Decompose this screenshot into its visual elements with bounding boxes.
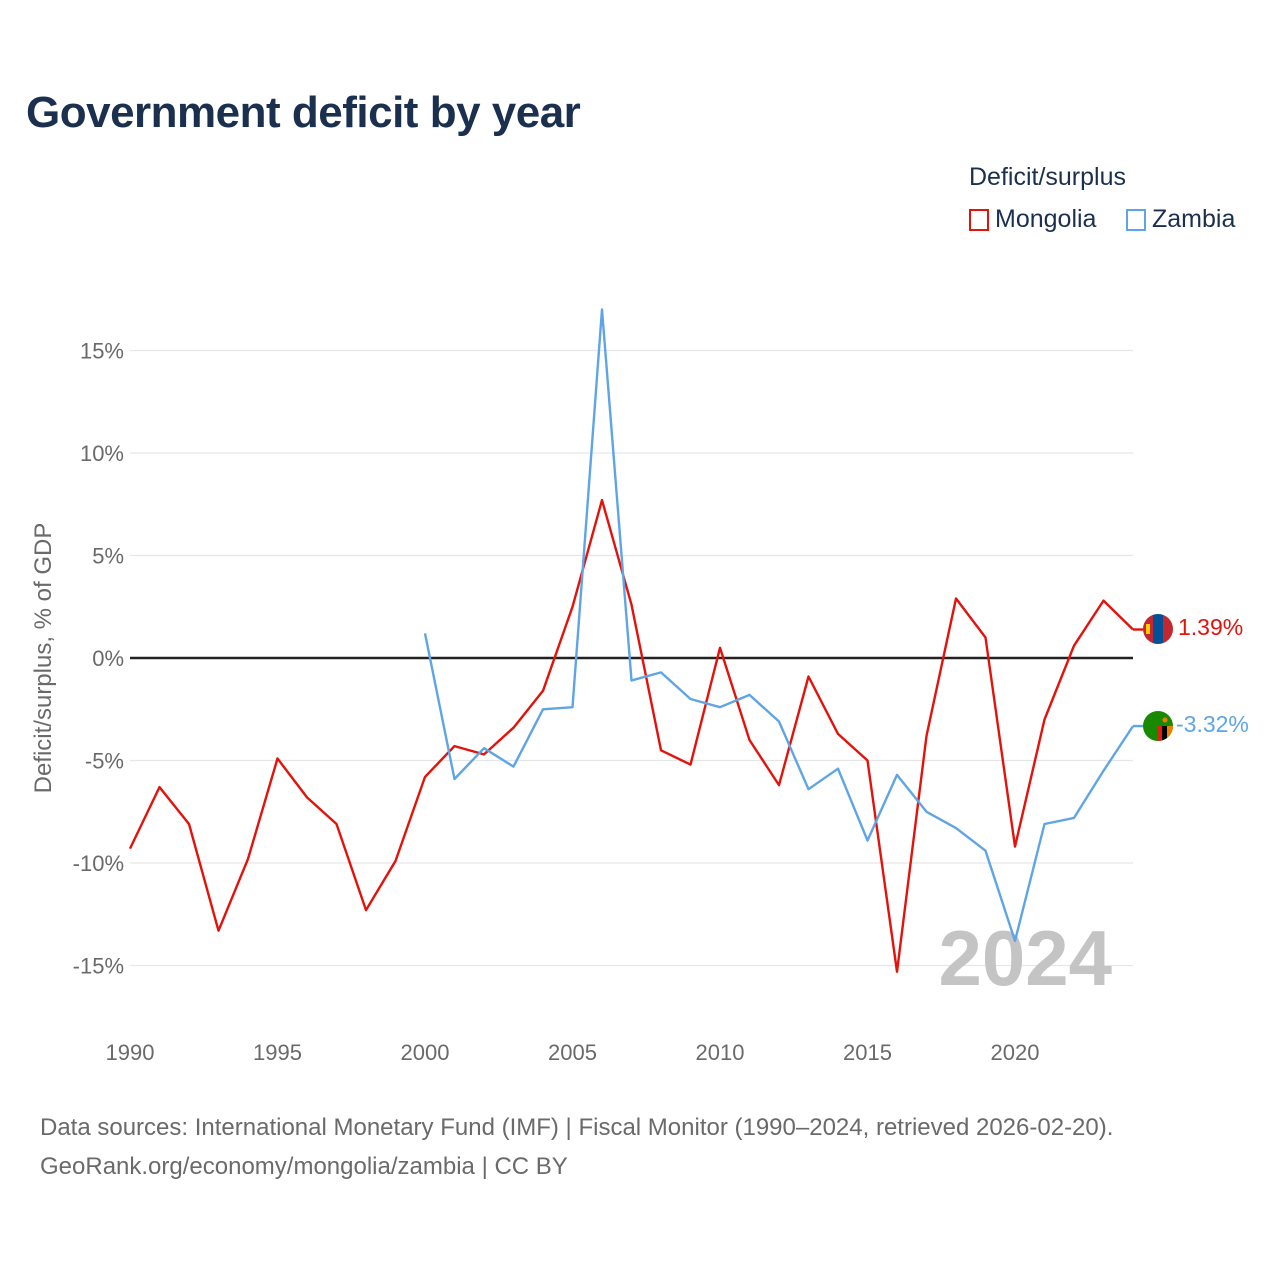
x-tick-label: 2005 — [548, 1040, 597, 1065]
data-point-mongolia[interactable] — [335, 822, 339, 826]
data-point-mongolia[interactable] — [630, 603, 634, 607]
data-point-mongolia[interactable] — [276, 756, 280, 760]
series-lines — [128, 308, 1143, 974]
x-tick-label: 2010 — [696, 1040, 745, 1065]
x-tick-label: 2020 — [991, 1040, 1040, 1065]
series-line-mongolia[interactable] — [128, 498, 1134, 973]
data-point-mongolia[interactable] — [187, 822, 191, 826]
data-point-mongolia[interactable] — [954, 597, 958, 601]
y-tick-label: 15% — [80, 339, 124, 364]
data-point-mongolia[interactable] — [895, 970, 899, 974]
data-point-mongolia[interactable] — [512, 726, 516, 730]
data-point-mongolia[interactable] — [246, 857, 250, 861]
data-point-zambia[interactable] — [659, 670, 663, 674]
source-note: Data sources: International Monetary Fun… — [40, 1108, 1113, 1186]
y-tick-label: -5% — [85, 749, 124, 774]
legend-label-zambia: Zambia — [1152, 205, 1236, 233]
x-tick-label: 2000 — [401, 1040, 450, 1065]
data-point-zambia[interactable] — [718, 705, 722, 709]
data-point-zambia[interactable] — [689, 697, 693, 701]
data-point-zambia[interactable] — [1102, 769, 1106, 773]
y-tick-label: 10% — [80, 441, 124, 466]
end-label-mongolia: 1.39% — [1178, 614, 1243, 640]
x-tick-label: 2015 — [843, 1040, 892, 1065]
legend-item-mongolia[interactable]: Mongolia — [969, 205, 1096, 234]
data-point-mongolia[interactable] — [1102, 599, 1106, 603]
data-point-mongolia[interactable] — [866, 759, 870, 763]
x-tick-label: 1995 — [253, 1040, 302, 1065]
data-point-mongolia[interactable] — [748, 738, 752, 742]
y-axis-label: Deficit/surplus, % of GDP — [30, 523, 57, 794]
data-point-zambia[interactable] — [1013, 939, 1017, 943]
data-point-mongolia[interactable] — [600, 498, 604, 502]
y-tick-labels: 15% 10% 5% 0% -5% -10% -15% — [73, 339, 124, 979]
source-line-1[interactable]: Data sources: International Monetary Fun… — [40, 1114, 1114, 1141]
data-point-zambia[interactable] — [748, 693, 752, 697]
source-line-2[interactable]: GeoRank.org/economy/mongolia/zambia | CC… — [40, 1153, 568, 1180]
data-point-mongolia[interactable] — [836, 732, 840, 736]
legend-title: Deficit/surplus — [969, 163, 1126, 191]
data-point-mongolia[interactable] — [807, 674, 811, 678]
data-point-zambia[interactable] — [630, 679, 634, 683]
data-point-zambia[interactable] — [571, 705, 575, 709]
data-point-zambia[interactable] — [453, 777, 457, 781]
data-point-mongolia[interactable] — [541, 689, 545, 693]
data-point-zambia[interactable] — [807, 787, 811, 791]
data-point-mongolia[interactable] — [305, 795, 309, 799]
data-point-zambia[interactable] — [1043, 822, 1047, 826]
data-point-zambia[interactable] — [600, 308, 604, 312]
data-point-zambia[interactable] — [984, 849, 988, 853]
data-point-zambia[interactable] — [866, 838, 870, 842]
year-watermark: 2024 — [938, 914, 1112, 1002]
y-tick-label: -15% — [73, 954, 124, 979]
chart-title: Government deficit by year — [26, 88, 581, 137]
data-point-mongolia[interactable] — [984, 636, 988, 640]
x-tick-labels: 1990 1995 2000 2005 2010 2015 2020 — [106, 1040, 1040, 1065]
end-label-zambia: -3.32% — [1176, 711, 1249, 737]
data-point-zambia[interactable] — [512, 765, 516, 769]
data-point-mongolia[interactable] — [659, 748, 663, 752]
data-point-mongolia[interactable] — [1072, 644, 1076, 648]
series-line-zambia[interactable] — [423, 308, 1135, 943]
data-point-zambia[interactable] — [541, 707, 545, 711]
legend-item-zambia[interactable]: Zambia — [1126, 205, 1235, 234]
legend-swatch-mongolia — [969, 208, 989, 231]
data-point-mongolia[interactable] — [453, 744, 457, 748]
flag-mongolia-icon — [1143, 614, 1173, 644]
data-point-zambia[interactable] — [1072, 816, 1076, 820]
data-point-mongolia[interactable] — [394, 859, 398, 863]
legend-label-mongolia: Mongolia — [995, 205, 1097, 233]
data-point-mongolia[interactable] — [777, 783, 781, 787]
data-point-zambia[interactable] — [925, 810, 929, 814]
data-point-mongolia[interactable] — [364, 908, 368, 912]
data-point-mongolia[interactable] — [482, 752, 486, 756]
y-tick-label: -10% — [73, 851, 124, 876]
grid — [130, 349, 1133, 967]
data-point-zambia[interactable] — [482, 746, 486, 750]
y-tick-label: 5% — [92, 544, 124, 569]
y-tick-label: 0% — [92, 646, 124, 671]
data-point-zambia[interactable] — [954, 826, 958, 830]
data-point-mongolia[interactable] — [158, 785, 162, 789]
data-point-mongolia[interactable] — [423, 775, 427, 779]
data-point-mongolia[interactable] — [718, 646, 722, 650]
data-point-mongolia[interactable] — [689, 763, 693, 767]
data-point-mongolia[interactable] — [128, 847, 132, 851]
data-point-zambia[interactable] — [777, 720, 781, 724]
data-point-zambia[interactable] — [895, 773, 899, 777]
x-tick-label: 1990 — [106, 1040, 155, 1065]
data-point-mongolia[interactable] — [1043, 718, 1047, 722]
data-point-zambia[interactable] — [836, 767, 840, 771]
flag-zambia-icon — [1143, 711, 1173, 741]
data-point-mongolia[interactable] — [925, 734, 929, 738]
data-point-zambia[interactable] — [423, 631, 427, 635]
data-point-mongolia[interactable] — [571, 605, 575, 609]
data-point-mongolia[interactable] — [217, 929, 221, 933]
data-point-mongolia[interactable] — [1013, 845, 1017, 849]
legend-swatch-zambia — [1126, 208, 1146, 231]
